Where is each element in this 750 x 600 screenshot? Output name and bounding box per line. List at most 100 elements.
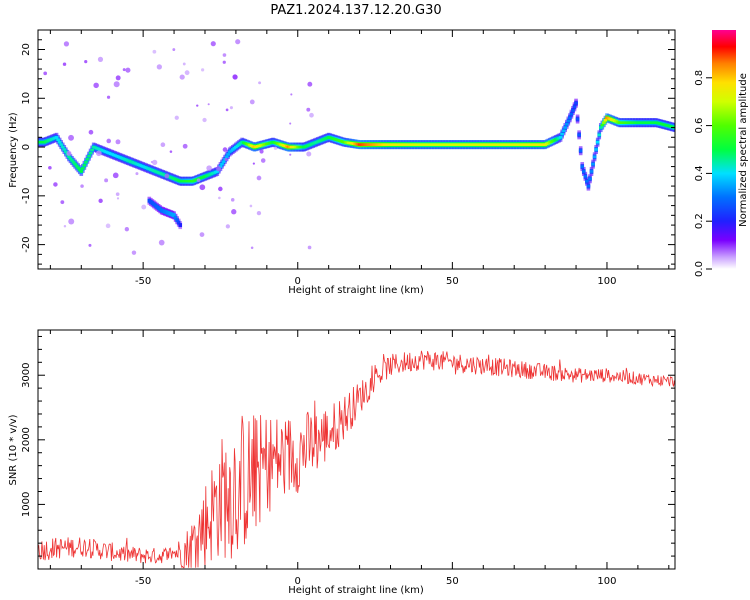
spectrogram-speckle (196, 178, 201, 183)
colorbar-gradient (712, 30, 736, 269)
snr-frame (37, 329, 676, 570)
spectrogram-cell (81, 167, 85, 170)
spectrogram-cell (64, 150, 68, 154)
spectrogram-cell (586, 184, 591, 188)
spectrogram-y-tick-label: -10 (21, 188, 32, 204)
spectrogram-speckle (202, 117, 207, 123)
spectrogram-speckle (93, 82, 99, 89)
spectrogram-speckle (259, 149, 264, 154)
spectrogram-cell (82, 164, 87, 167)
spectrogram-cell (88, 151, 93, 155)
spectrogram-cell (173, 215, 178, 220)
spectrogram-speckle (256, 210, 262, 216)
spectrogram-cell (221, 160, 226, 163)
snr-x-tick-label: 0 (295, 576, 301, 587)
spectrogram-speckle (307, 245, 312, 250)
spectrogram-speckle (88, 243, 92, 247)
spectrogram-speckle (207, 103, 210, 106)
spectrogram-cell (577, 133, 581, 137)
spectrogram-cell (224, 155, 229, 159)
spectrogram-speckle (60, 200, 65, 205)
spectrogram-speckle (289, 122, 292, 125)
spectrogram-speckle (289, 153, 292, 156)
spectrogram-y-tick-label: -20 (21, 236, 32, 252)
snr-series-line (38, 350, 675, 569)
spectrogram-cell (569, 112, 574, 116)
spectrogram-speckle (112, 172, 119, 179)
spectrogram-speckle (309, 112, 314, 118)
spectrogram-cell (583, 175, 588, 178)
spectrogram-cell (600, 123, 605, 127)
spectrogram-speckle (115, 75, 121, 81)
spectrogram-speckle (169, 150, 173, 153)
spectrogram-cell (595, 140, 600, 144)
snr-ylabel: SNR (10 * v/v) (8, 414, 19, 485)
spectrogram-speckle (232, 74, 238, 80)
spectrogram-cell (560, 132, 564, 136)
spectrogram-speckle (135, 172, 139, 176)
spectrogram-cell (85, 158, 90, 161)
spectrogram-speckle (96, 150, 102, 157)
spectrogram-speckle (68, 218, 75, 225)
spectrogram-speckle (179, 74, 185, 80)
spectrogram-speckle (199, 232, 205, 237)
spectrogram-x-tick-label: 50 (446, 276, 459, 287)
spectrogram-speckle (182, 62, 186, 66)
spectrogram-speckle (172, 48, 176, 51)
spectrogram-speckle (122, 68, 126, 72)
spectrogram-speckle (199, 184, 206, 191)
spectrogram-xlabel: Height of straight line (km) (288, 285, 424, 296)
spectrogram-speckle (222, 53, 227, 57)
spectrogram-speckle (150, 161, 153, 164)
spectrogram-speckle (66, 150, 72, 156)
spectrogram-ylabel: Frequency (Hz) (8, 112, 19, 188)
figure-title: PAZ1.2024.137.12.20.G30 (270, 3, 441, 18)
spectrogram-x-tick-label: 0 (295, 276, 301, 287)
spectrogram-cell (57, 140, 62, 144)
spectrogram-cell (70, 159, 74, 162)
spectrogram-cell (594, 148, 598, 151)
colorbar-tick-label: 0.8 (694, 70, 705, 86)
spectrogram-cell (568, 116, 572, 120)
spectrogram-cell (67, 155, 71, 159)
spectrogram-cell (175, 218, 179, 223)
spectrogram-speckle (218, 196, 221, 200)
spectrogram-speckle (229, 106, 233, 110)
spectrogram-speckle (116, 197, 120, 200)
spectrogram-cell (580, 165, 585, 168)
colorbar-tick-label: 0.0 (694, 261, 705, 277)
spectrogram-speckle (256, 175, 262, 181)
spectrogram-cell (572, 105, 577, 109)
snr-plot: -50 0 50 100 1000 2000 3000 Height of straight… (8, 329, 676, 596)
spectrogram-cell (56, 138, 60, 141)
spectrogram-cell (563, 126, 568, 129)
spectrogram-speckle (88, 129, 94, 135)
spectrogram-speckle (97, 56, 104, 62)
spectrogram-speckle (222, 60, 226, 64)
spectrogram-speckle (290, 93, 293, 96)
spectrogram-speckle (80, 184, 84, 188)
spectrogram-cell (591, 162, 595, 166)
spectrogram-cell (60, 145, 65, 149)
spectrogram-speckle (104, 178, 109, 183)
spectrogram-speckle (63, 225, 67, 228)
spectrogram-cell (561, 129, 566, 133)
colorbar-tick-label: 0.2 (694, 213, 705, 229)
spectrogram-cell (76, 166, 80, 170)
spectrogram-cell (62, 148, 67, 151)
spectrogram-cell (578, 149, 583, 152)
spectrogram-y-tick-label: 20 (21, 43, 32, 56)
spectrogram-cell (598, 126, 603, 129)
spectrogram-cell (571, 109, 575, 112)
colorbar: 0.0 0.2 0.4 0.6 0.8 Normalized spectral ampl… (694, 30, 749, 277)
spectrogram-cell (603, 118, 608, 122)
spectrogram-speckle (201, 68, 205, 72)
spectrogram-speckle (48, 165, 52, 170)
spectrogram-cell (84, 161, 88, 164)
spectrogram-speckle (230, 198, 235, 202)
spectrogram-cell (73, 162, 77, 166)
spectrogram-speckle (250, 246, 254, 250)
spectrogram-speckle (249, 99, 255, 105)
spectrogram-cell (226, 153, 230, 156)
